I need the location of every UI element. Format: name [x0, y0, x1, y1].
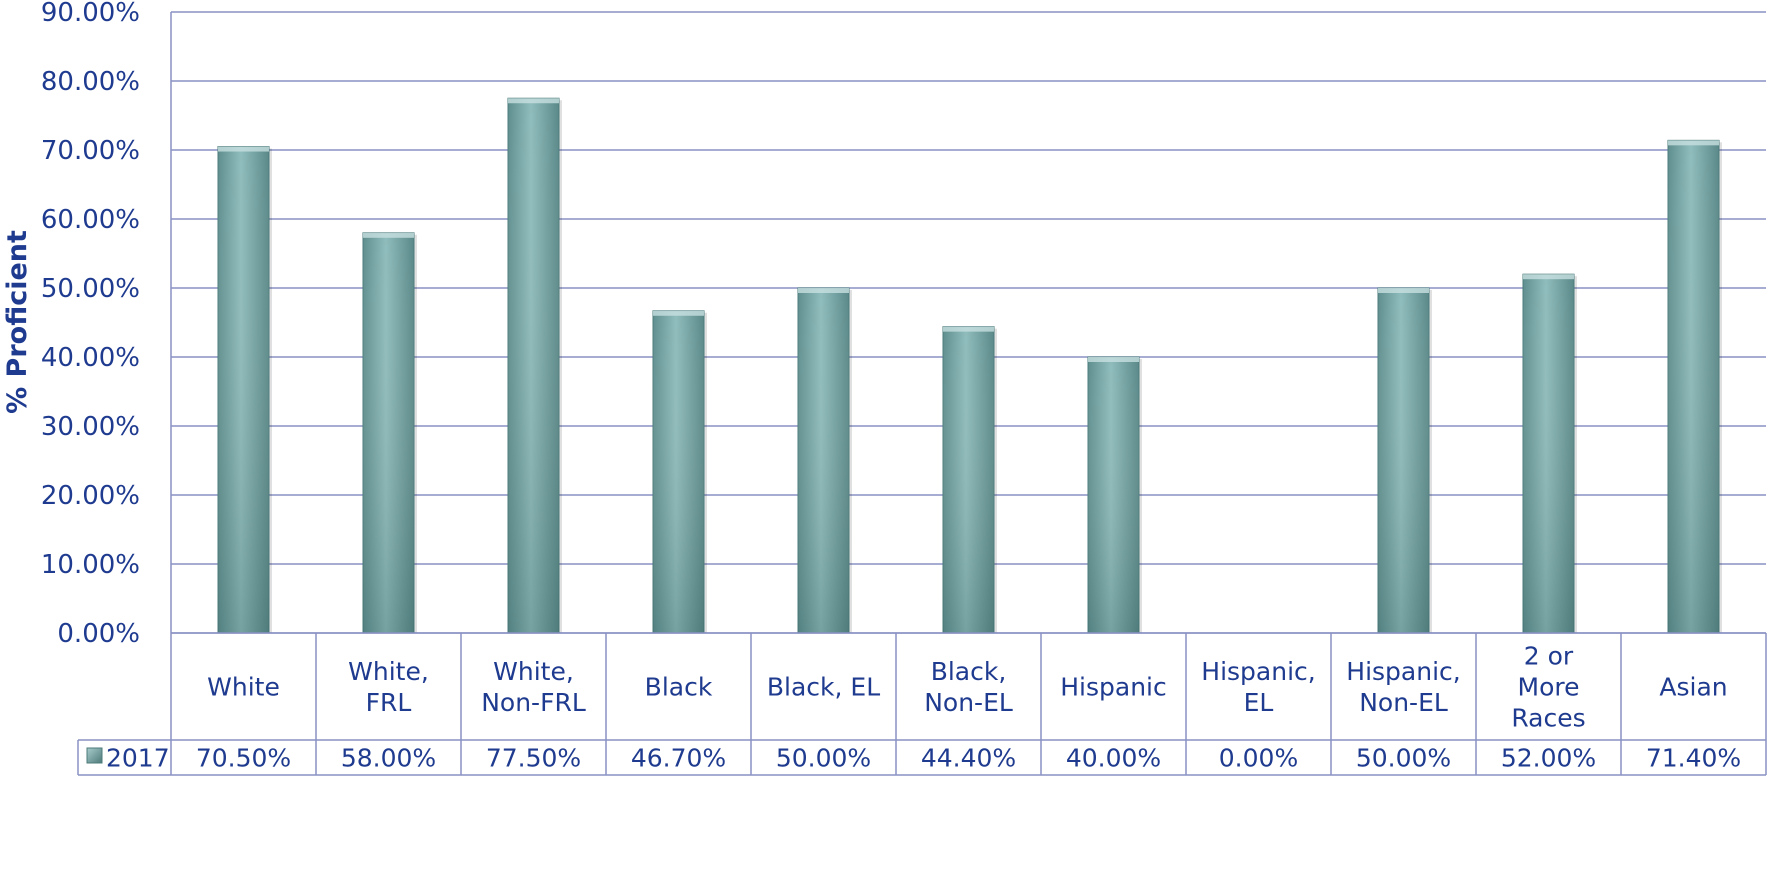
y-tick-label: 70.00%	[41, 136, 140, 166]
bar	[652, 310, 707, 634]
data-label: 71.40%	[1646, 744, 1741, 773]
y-tick-label: 60.00%	[41, 205, 140, 235]
data-label: 50.00%	[1356, 744, 1451, 773]
legend-swatch	[86, 747, 103, 764]
bar	[1087, 356, 1142, 634]
bar	[1377, 287, 1432, 634]
data-label: 77.50%	[486, 744, 581, 773]
bar	[217, 146, 272, 634]
bar	[942, 326, 997, 634]
y-tick-label: 40.00%	[41, 343, 140, 373]
data-label: 58.00%	[341, 744, 436, 773]
category-label: White, FRL	[348, 657, 429, 717]
category-label: Hispanic, EL	[1201, 657, 1315, 717]
y-tick-label: 50.00%	[41, 274, 140, 304]
category-label: White	[207, 673, 280, 702]
y-axis-tick-labels: 0.00% 10.00% 20.00% 30.00% 40.00% 50.00% 60.00…	[41, 0, 140, 649]
bars	[217, 97, 1722, 634]
y-tick-label: 90.00%	[41, 0, 140, 28]
y-tick-label: 80.00%	[41, 67, 140, 97]
data-label: 40.00%	[1066, 744, 1161, 773]
y-tick-label: 0.00%	[57, 619, 140, 649]
category-label: 2 or More Races	[1511, 642, 1585, 733]
data-label: 44.40%	[921, 744, 1016, 773]
bar	[1522, 273, 1577, 634]
y-tick-label: 10.00%	[41, 550, 140, 580]
bar	[507, 97, 562, 634]
data-label: 0.00%	[1219, 744, 1298, 773]
category-label: White, Non-FRL	[481, 657, 586, 717]
y-tick-label: 20.00%	[41, 481, 140, 511]
category-label: Hispanic	[1060, 673, 1167, 702]
legend-label: 2017	[106, 744, 170, 773]
category-label: Black, Non-EL	[924, 657, 1013, 717]
bar	[362, 232, 417, 634]
data-label: 50.00%	[776, 744, 871, 773]
category-label: Asian	[1659, 673, 1727, 702]
bar	[797, 287, 852, 634]
category-label: Black, EL	[767, 673, 880, 702]
y-axis-title: % Proficient	[2, 230, 33, 414]
category-label: Hispanic, Non-EL	[1346, 657, 1460, 717]
category-label: Black	[645, 673, 713, 702]
data-table: White White, FRL White, Non-FRL Black Black, E…	[77, 632, 1767, 776]
data-label: 52.00%	[1501, 744, 1596, 773]
y-tick-label: 30.00%	[41, 412, 140, 442]
data-label: 70.50%	[196, 744, 291, 773]
bar	[1667, 139, 1722, 634]
data-label: 46.70%	[631, 744, 726, 773]
